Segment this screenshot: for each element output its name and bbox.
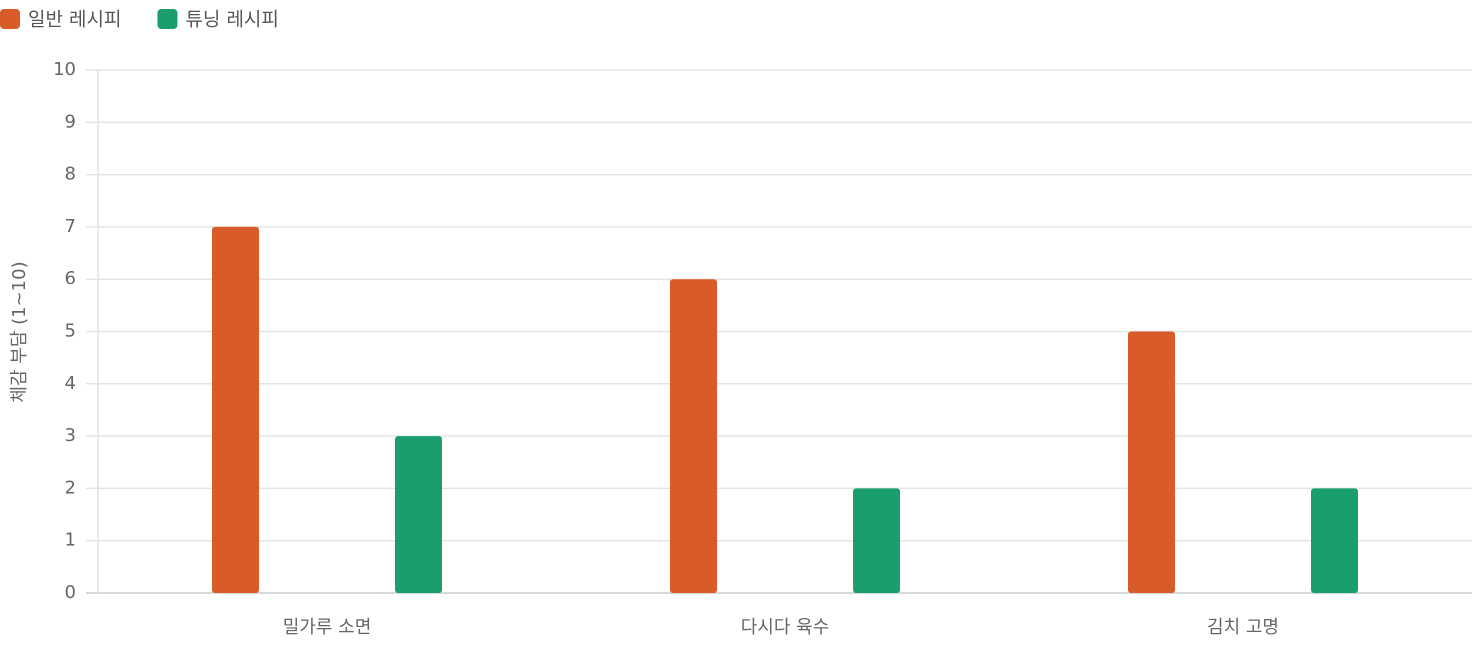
- legend-label: 일반 레시피: [28, 9, 121, 31]
- y-tick-label: 2: [65, 477, 76, 498]
- bar: [212, 226, 259, 593]
- y-tick-label: 8: [65, 164, 76, 185]
- bar: [670, 279, 717, 593]
- x-tick-label: 밀가루 소면: [283, 617, 372, 638]
- y-axis-label: 체감 부담 (1~10): [9, 261, 30, 402]
- legend-swatch: [0, 9, 20, 29]
- bar: [1311, 488, 1358, 593]
- y-tick-label: 9: [65, 111, 76, 132]
- y-tick-label: 7: [65, 216, 76, 237]
- y-tick-label: 1: [65, 530, 76, 551]
- x-tick-label: 다시다 육수: [741, 617, 830, 638]
- y-tick-label: 3: [65, 425, 76, 446]
- y-tick-label: 4: [65, 373, 76, 394]
- legend-label: 튜닝 레시피: [185, 9, 278, 31]
- legend-swatch: [157, 9, 178, 29]
- x-tick-label: 김치 고명: [1207, 617, 1279, 638]
- y-tick-label: 5: [65, 321, 76, 342]
- y-tick-label: 10: [53, 59, 76, 80]
- y-tick-label: 6: [65, 268, 76, 289]
- y-tick-label: 0: [65, 582, 76, 603]
- bar: [1128, 331, 1175, 593]
- bar: [395, 436, 442, 593]
- bar: [853, 488, 900, 593]
